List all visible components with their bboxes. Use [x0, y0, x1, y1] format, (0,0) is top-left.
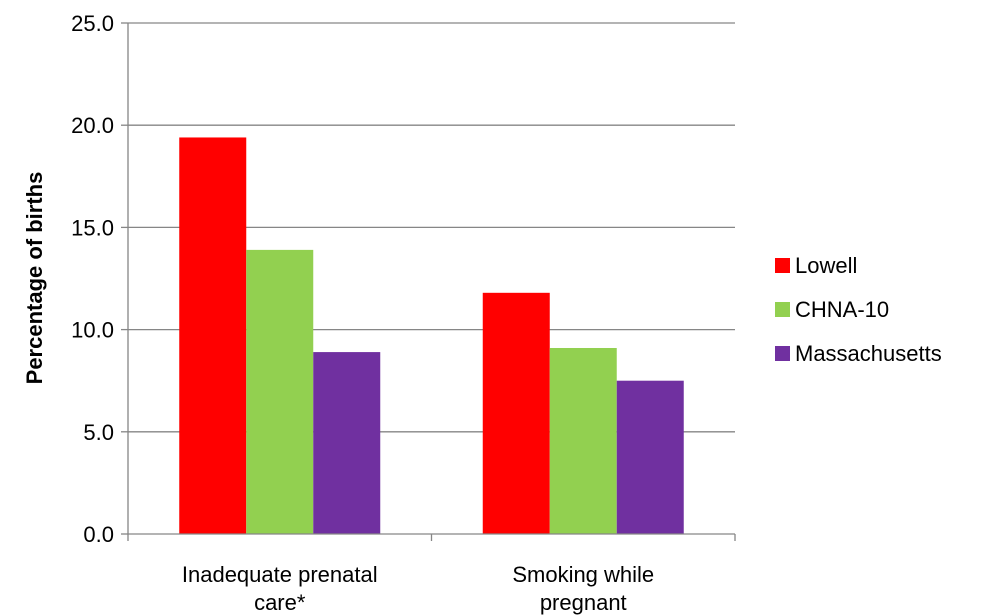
bars	[179, 137, 684, 535]
legend-label: Massachusetts	[795, 341, 942, 366]
y-tick-label: 10.0	[71, 318, 114, 343]
bar-massachusetts	[313, 352, 381, 534]
bar-chna-10	[549, 347, 617, 534]
category-label: care*	[254, 590, 306, 615]
y-tick-label: 0.0	[83, 522, 114, 547]
legend-label: Lowell	[795, 253, 857, 278]
legend-swatch	[775, 258, 790, 273]
legend: Lowell CHNA-10 Massachusetts	[775, 253, 942, 366]
y-tick-labels: 0.0 5.0 10.0 15.0 20.0 25.0	[71, 11, 114, 547]
legend-swatch	[775, 302, 790, 317]
legend-label: CHNA-10	[795, 297, 889, 322]
y-tick-label: 20.0	[71, 113, 114, 138]
bar-lowell	[482, 292, 550, 534]
category-label: Inadequate prenatal	[182, 562, 378, 587]
y-tick-label: 15.0	[71, 215, 114, 240]
bar-massachusetts	[616, 380, 684, 534]
y-tick-label: 5.0	[83, 420, 114, 445]
axes	[121, 22, 736, 541]
category-label: pregnant	[540, 590, 627, 615]
category-labels: Inadequate prenatal care* Smoking while pre…	[182, 562, 654, 615]
category-label: Smoking while	[512, 562, 654, 587]
y-tick-label: 25.0	[71, 11, 114, 36]
y-axis-label: Percentage of births	[22, 172, 47, 385]
legend-swatch	[775, 346, 790, 361]
bar-lowell	[179, 137, 247, 535]
bar-chna-10	[246, 249, 314, 534]
